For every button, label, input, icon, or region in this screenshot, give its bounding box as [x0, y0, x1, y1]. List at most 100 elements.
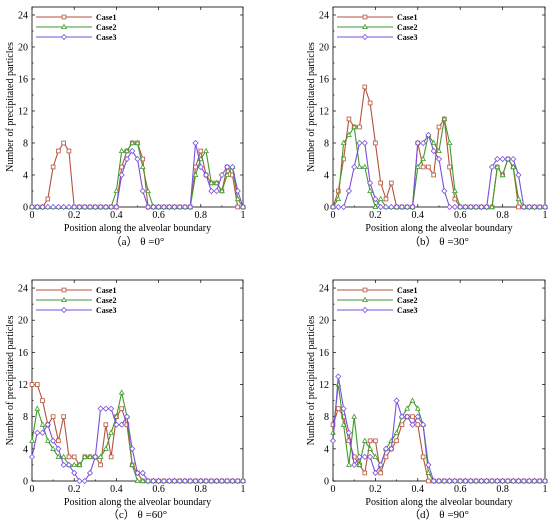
data-point-case2 — [361, 437, 368, 443]
data-point-case3 — [113, 203, 120, 211]
panel-caption: （c） θ =60° — [108, 508, 167, 521]
data-point-case3 — [420, 139, 427, 147]
y-tick-label: 12 — [18, 380, 28, 391]
y-tick-label: 12 — [18, 107, 28, 118]
legend-label: Case3 — [96, 33, 116, 42]
data-point-case2 — [102, 445, 109, 451]
legend-label: Case1 — [397, 286, 417, 295]
data-point-case3 — [541, 203, 549, 211]
data-point-case3 — [467, 477, 474, 485]
data-point-case3 — [494, 155, 501, 163]
data-point-case3 — [393, 203, 400, 211]
data-point-case2 — [113, 413, 120, 419]
data-point-case3 — [60, 461, 67, 468]
y-tick-label: 24 — [319, 11, 329, 22]
data-point-case3 — [160, 203, 167, 211]
data-point-case3 — [60, 203, 67, 211]
data-point-case1 — [50, 164, 56, 170]
data-point-case3 — [345, 429, 352, 436]
data-point-case3 — [171, 203, 178, 211]
data-point-case1 — [98, 462, 103, 468]
data-point-case1 — [367, 100, 373, 106]
data-point-case2 — [129, 139, 136, 146]
data-point-case3 — [155, 203, 162, 211]
data-point-case3 — [192, 477, 199, 485]
data-point-case3 — [446, 477, 453, 485]
data-point-case3 — [34, 203, 41, 211]
data-point-case2 — [139, 477, 146, 484]
data-point-case3 — [118, 421, 125, 428]
data-point-case3 — [181, 203, 189, 211]
data-point-case3 — [356, 453, 363, 460]
data-point-case3 — [473, 477, 480, 485]
data-point-case3 — [388, 445, 395, 452]
chart-panel: 0 4 8 12 16 20 24 0 0.2 0.4 0.6 0.8 1 Position along … — [306, 279, 549, 521]
x-tick-label: 0.6 — [454, 210, 467, 221]
data-point-case1 — [452, 196, 458, 202]
data-point-case1 — [516, 204, 521, 210]
y-tick-label: 24 — [18, 284, 28, 295]
data-point-case3 — [510, 477, 517, 485]
data-point-case3 — [129, 445, 136, 452]
data-point-case3 — [457, 203, 464, 211]
y-tick-label: 16 — [319, 75, 329, 86]
data-point-case3 — [144, 477, 152, 485]
data-point-case3 — [239, 203, 247, 211]
series-line-case2 — [32, 142, 244, 208]
x-tick-label: 0.8 — [496, 484, 509, 495]
data-point-case3 — [478, 203, 485, 211]
data-point-case3 — [28, 203, 36, 211]
data-point-case2 — [118, 389, 125, 395]
data-point-case3 — [430, 147, 437, 155]
legend-label: Case2 — [397, 23, 417, 32]
data-point-case3 — [134, 469, 141, 477]
legend-marker — [362, 287, 368, 293]
data-point-case2 — [192, 171, 199, 178]
data-point-case1 — [436, 124, 442, 130]
legend-marker — [361, 306, 369, 314]
y-tick-label: 16 — [319, 348, 329, 359]
data-point-case3 — [510, 155, 517, 163]
data-point-case3 — [398, 203, 405, 211]
x-tick-label: 0.8 — [195, 484, 208, 495]
data-point-case1 — [410, 414, 415, 419]
data-point-case2 — [515, 195, 522, 202]
data-point-case2 — [50, 445, 56, 451]
data-point-case3 — [541, 477, 549, 485]
data-point-case2 — [361, 163, 368, 170]
data-point-case3 — [197, 163, 204, 171]
data-point-case1 — [367, 438, 373, 444]
series-line-case1 — [32, 142, 243, 208]
x-tick-label: 0.4 — [412, 210, 425, 221]
data-point-case2 — [139, 163, 146, 170]
y-tick-label: 0 — [23, 203, 28, 214]
data-point-case2 — [377, 195, 384, 202]
data-point-case3 — [113, 421, 120, 428]
legend-marker — [362, 14, 368, 20]
data-point-case1 — [420, 454, 426, 460]
data-point-case3 — [451, 203, 458, 211]
data-point-case1 — [394, 438, 399, 444]
panel-caption: （b） θ =30° — [409, 235, 469, 248]
data-point-case3 — [425, 461, 432, 468]
x-tick-label: 0 — [331, 210, 336, 221]
data-point-case1 — [124, 422, 130, 428]
data-point-case3 — [203, 171, 210, 179]
series-line-case3 — [32, 142, 244, 208]
x-tick-label: 0.2 — [369, 210, 382, 221]
data-point-case1 — [45, 196, 51, 202]
x-axis-label: Position along the alveolar boundary — [64, 497, 211, 508]
data-point-case1 — [335, 406, 341, 411]
data-point-case3 — [213, 477, 220, 485]
data-point-case3 — [102, 405, 109, 412]
data-point-case3 — [108, 203, 115, 211]
data-point-case3 — [531, 203, 538, 211]
data-point-case3 — [218, 477, 225, 485]
data-point-case3 — [224, 163, 231, 171]
y-tick-label: 8 — [23, 139, 28, 150]
data-point-case2 — [356, 461, 363, 467]
data-point-case2 — [55, 453, 62, 459]
data-point-case3 — [50, 437, 57, 444]
x-tick-label: 0.8 — [496, 210, 509, 221]
data-point-case3 — [430, 477, 437, 485]
